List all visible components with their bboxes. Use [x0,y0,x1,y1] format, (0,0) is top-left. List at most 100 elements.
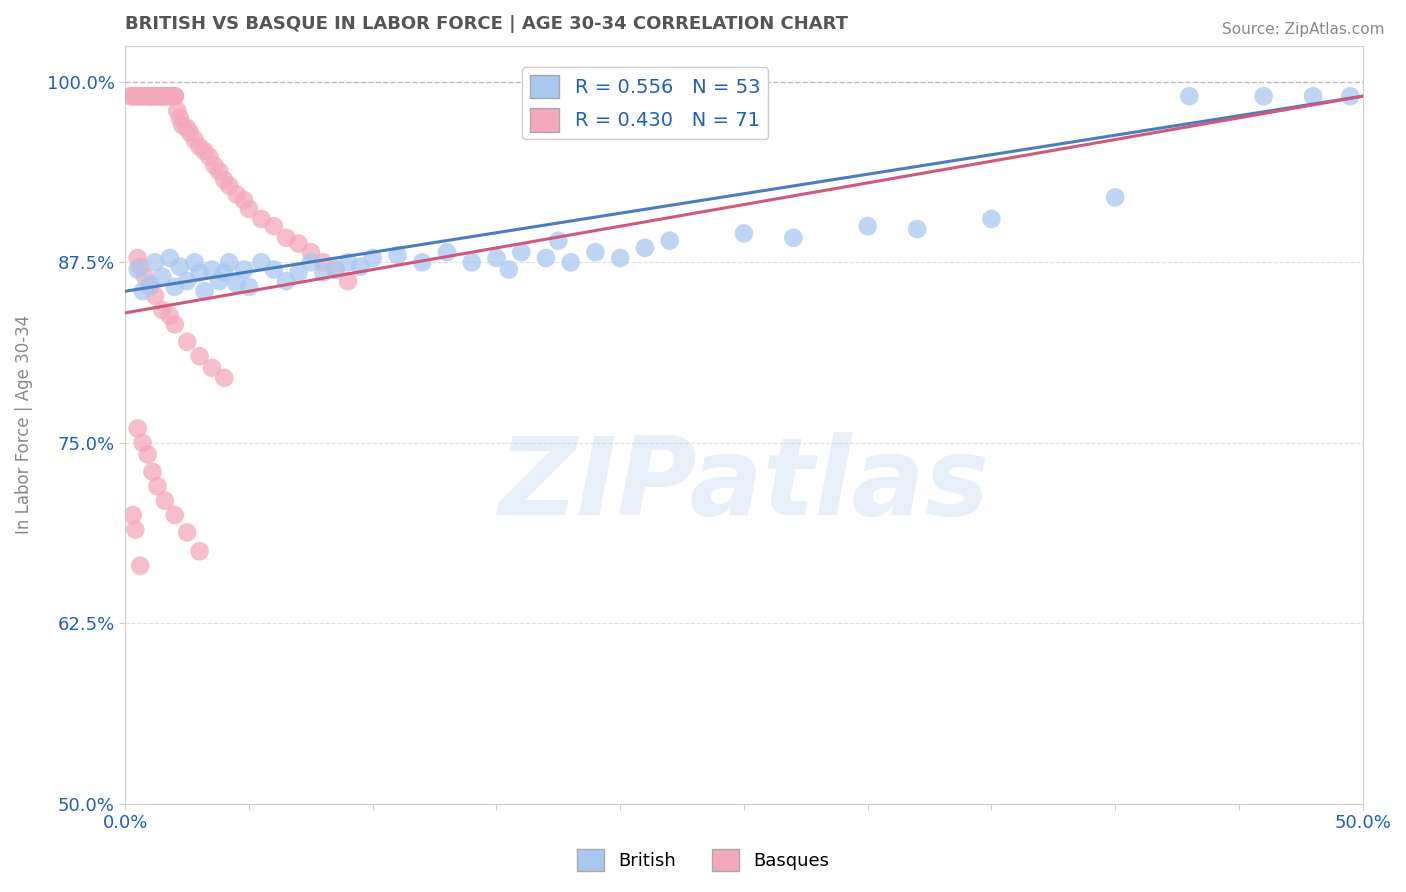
Point [127,89,149,103]
Text: Source: ZipAtlas.com: Source: ZipAtlas.com [1222,22,1385,37]
Point [146,479,169,493]
Point [225,277,247,291]
Point [233,262,256,277]
Point [510,245,533,260]
Point [143,255,166,269]
Legend: British, Basques: British, Basques [569,842,837,879]
Point [585,245,607,260]
Point [980,212,1002,227]
Point [156,89,179,103]
Point [183,255,205,269]
Point [188,140,211,154]
Point [129,260,152,274]
Point [218,255,240,269]
Point [131,89,153,103]
Point [461,255,484,269]
Point [152,89,174,103]
Point [127,251,149,265]
Point [183,132,205,146]
Point [411,255,433,269]
Point [201,262,224,277]
Point [141,89,163,103]
Point [905,222,928,236]
Point [169,260,191,274]
Point [179,125,201,139]
Point [152,269,174,284]
Point [312,265,335,279]
Point [325,262,347,277]
Point [141,465,163,479]
Point [218,178,240,193]
Point [349,260,371,274]
Point [152,89,174,103]
Point [188,544,211,558]
Point [146,89,169,103]
Point [233,193,256,207]
Point [188,349,211,363]
Point [337,274,360,288]
Y-axis label: In Labor Force | Age 30-34: In Labor Force | Age 30-34 [15,315,32,534]
Point [129,89,152,103]
Point [136,89,159,103]
Point [238,202,260,216]
Point [139,280,162,294]
Text: BRITISH VS BASQUE IN LABOR FORCE | AGE 30-34 CORRELATION CHART: BRITISH VS BASQUE IN LABOR FORCE | AGE 3… [125,15,848,33]
Point [1253,89,1275,103]
Point [188,265,211,279]
Point [143,89,166,103]
Point [609,251,631,265]
Point [124,523,146,537]
Point [214,173,236,187]
Point [129,558,152,573]
Point [263,262,285,277]
Point [299,245,322,260]
Point [214,265,236,279]
Point [1302,89,1324,103]
Point [250,255,273,269]
Point [276,274,298,288]
Point [1178,89,1201,103]
Point [172,118,194,132]
Point [153,493,176,508]
Point [143,288,166,302]
Point [169,111,191,125]
Point [159,89,181,103]
Point [312,255,335,269]
Point [127,421,149,435]
Point [856,219,879,234]
Point [120,89,142,103]
Point [208,164,231,178]
Point [387,248,409,262]
Point [299,255,322,269]
Text: ZIPatlas: ZIPatlas [498,433,990,539]
Point [163,89,186,103]
Point [163,89,186,103]
Point [498,262,520,277]
Point [201,360,224,375]
Point [176,274,198,288]
Point [153,89,176,103]
Point [176,525,198,540]
Point [634,241,657,255]
Point [176,334,198,349]
Point [250,212,273,227]
Point [121,89,143,103]
Point [127,262,149,277]
Point [560,255,582,269]
Point [163,318,186,332]
Point [149,89,172,103]
Point [733,227,755,241]
Point [436,245,458,260]
Point [214,371,236,385]
Point [485,251,508,265]
Point [547,234,569,248]
Point [225,187,247,202]
Point [1339,89,1361,103]
Point [163,280,186,294]
Point [287,265,309,279]
Point [337,255,360,269]
Point [159,251,181,265]
Point [208,274,231,288]
Point [134,269,156,284]
Point [193,284,215,298]
